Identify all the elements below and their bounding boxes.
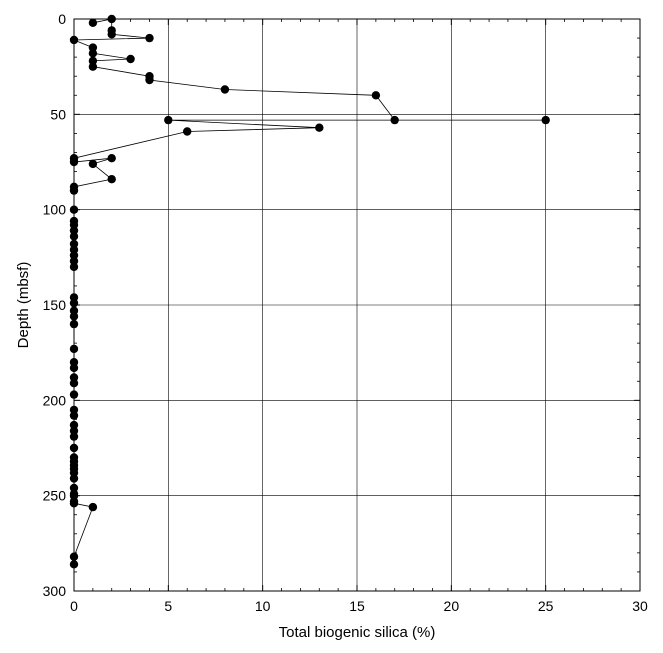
x-tick-label: 20 <box>444 598 460 614</box>
data-point <box>145 33 154 43</box>
data-point <box>107 154 116 163</box>
data-point <box>88 62 98 71</box>
data-point <box>88 18 98 27</box>
data-point <box>541 115 550 125</box>
data-point <box>164 115 173 125</box>
data-point <box>390 115 399 125</box>
grid-lines <box>74 19 640 591</box>
data-point <box>220 85 230 94</box>
data-point <box>88 49 98 58</box>
data-point <box>126 54 135 64</box>
data-point <box>107 30 116 39</box>
data-point <box>371 91 381 100</box>
data-point <box>88 502 98 512</box>
y-tick-label: 100 <box>43 202 67 218</box>
plot-frame <box>73 18 641 592</box>
data-point <box>88 56 98 66</box>
x-tick-label: 0 <box>70 598 78 614</box>
y-tick-label: 300 <box>43 583 67 599</box>
y-tick-label: 0 <box>58 11 66 27</box>
x-tick-label: 5 <box>164 598 172 614</box>
series-connecting-line <box>73 18 546 565</box>
y-axis-label: Depth (mbsf) <box>15 262 32 349</box>
data-point <box>107 175 116 184</box>
data-point <box>183 127 192 136</box>
y-tick-label: 250 <box>43 488 67 504</box>
y-tick-label: 150 <box>43 297 67 313</box>
data-point <box>145 75 154 85</box>
x-tick-label: 30 <box>632 598 648 614</box>
x-axis-label: Total biogenic silica (%) <box>279 624 436 641</box>
y-tick-label: 200 <box>43 392 67 408</box>
y-tick-label: 50 <box>50 106 66 122</box>
data-point <box>315 123 324 132</box>
data-points <box>69 14 550 569</box>
x-tick-label: 25 <box>538 598 554 614</box>
data-point <box>88 159 98 169</box>
x-tick-label: 10 <box>255 598 271 614</box>
x-tick-label: 15 <box>349 598 365 614</box>
